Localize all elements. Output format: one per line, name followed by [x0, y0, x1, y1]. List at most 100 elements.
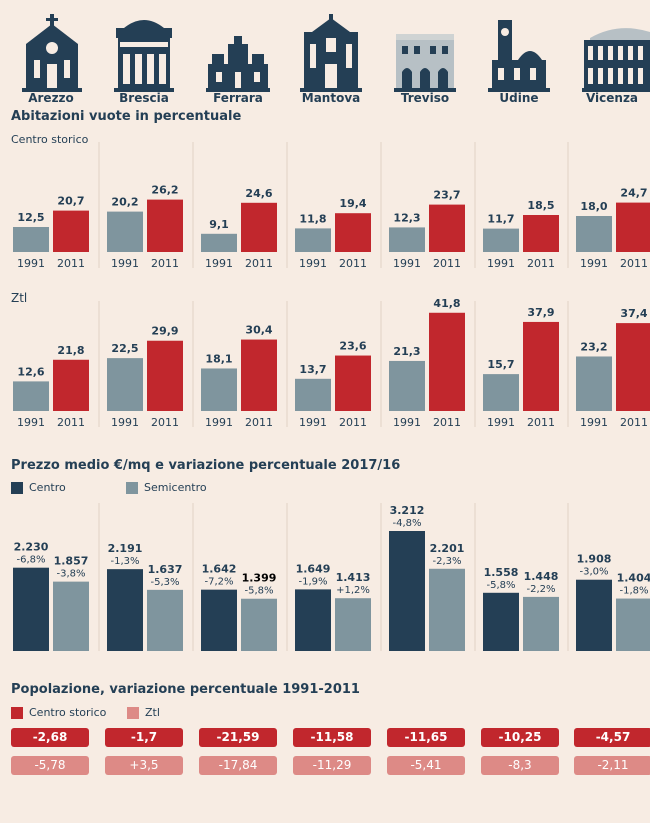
data-label: 1.413 [336, 571, 371, 584]
tick-label: 1991 [393, 416, 421, 429]
pill-ztl: -2,11 [574, 756, 650, 775]
data-label: 37,4 [620, 307, 647, 320]
bar-ztl-2011 [523, 321, 559, 411]
tick-label: 1991 [205, 416, 233, 429]
pill-centro-storico: -11,65 [387, 728, 465, 747]
pop-legend-ztl: Ztl [127, 706, 160, 719]
legend-label-ztl: Ztl [145, 706, 160, 719]
udine-icon [488, 20, 550, 92]
bar-price-semicentro [335, 598, 371, 651]
bar-centro-1991 [13, 227, 49, 252]
price-legend-centro: Centro [11, 481, 66, 494]
pct-label: -1,9% [298, 576, 327, 587]
data-label: 2.191 [108, 542, 143, 555]
city-name-udine: Udine [499, 91, 539, 105]
data-label: 21,8 [57, 344, 84, 357]
bar-price-centro [295, 589, 331, 651]
city-name-arezzo: Arezzo [28, 91, 74, 105]
legend-label-centro: Centro [29, 481, 66, 494]
data-label: 12,3 [393, 211, 420, 224]
data-label: 9,1 [209, 218, 229, 231]
bar-centro-1991 [201, 233, 237, 252]
data-label: 1.857 [54, 555, 89, 568]
data-label: 18,0 [580, 200, 607, 213]
data-label: 2.230 [14, 541, 49, 554]
tick-label: 1991 [111, 416, 139, 429]
legend-swatch-semicentro [126, 481, 138, 494]
bar-price-centro [389, 531, 425, 651]
price-legend-semicentro: Semicentro [126, 481, 207, 494]
data-label: 24,7 [620, 187, 647, 200]
mantova-icon [300, 14, 362, 92]
tick-label: 2011 [433, 257, 461, 270]
bar-ztl-1991 [107, 358, 143, 411]
legend-swatch-ztl [127, 706, 139, 719]
pill-centro-storico: -1,7 [105, 728, 183, 747]
tick-label: 2011 [527, 257, 555, 270]
bar-price-semicentro [523, 596, 559, 651]
bar-ztl-2011 [335, 355, 371, 411]
pct-label: -7,2% [204, 577, 233, 588]
data-label: 12,5 [17, 211, 44, 224]
tick-label: 2011 [245, 416, 273, 429]
data-label: 12,6 [17, 365, 44, 378]
data-label: 20,7 [57, 195, 84, 208]
pill-ztl: +3,5 [105, 756, 183, 775]
arezzo-icon [22, 14, 82, 92]
bar-price-centro [201, 589, 237, 651]
city-name-brescia: Brescia [119, 91, 169, 105]
pct-label: -4,8% [392, 518, 421, 529]
pct-label: -2,3% [432, 556, 461, 567]
centro-storico-label: Centro storico [11, 133, 89, 146]
tick-label: 1991 [393, 257, 421, 270]
data-label: 1.908 [577, 553, 612, 566]
bar-price-semicentro [429, 568, 465, 651]
bar-centro-1991 [107, 211, 143, 252]
bar-ztl-2011 [147, 340, 183, 411]
bar-centro-2011 [335, 213, 371, 252]
bar-ztl-2011 [53, 359, 89, 411]
data-label: 30,4 [245, 324, 272, 337]
data-label: 24,6 [245, 187, 272, 200]
bar-ztl-2011 [429, 312, 465, 411]
legend-swatch-centro [11, 481, 23, 494]
city-name-ferrara: Ferrara [213, 91, 263, 105]
pill-centro-storico: -2,68 [11, 728, 89, 747]
pct-label: -5,8% [486, 580, 515, 591]
bar-price-semicentro [616, 598, 650, 651]
data-label: 13,7 [299, 363, 326, 376]
pct-label: -5,8% [244, 586, 273, 597]
bar-centro-2011 [241, 202, 277, 252]
data-label: 1.558 [484, 566, 519, 579]
legend-label-centro-storico: Centro storico [29, 706, 107, 719]
ztl-label: Ztl [11, 291, 28, 305]
data-label: 23,2 [580, 340, 607, 353]
tick-label: 2011 [151, 416, 179, 429]
bar-centro-2011 [429, 204, 465, 252]
data-label: 1.399 [242, 572, 277, 585]
bar-centro-2011 [53, 210, 89, 252]
vacant-homes-chart: 12,5 1991 20,7 2011 20,2 1991 26,2 2011 9,1 1991 2… [13, 142, 650, 429]
tick-label: 2011 [339, 257, 367, 270]
bar-centro-2011 [147, 199, 183, 252]
pct-label: -6,8% [16, 555, 45, 566]
bar-centro-1991 [295, 228, 331, 252]
pct-label: -3,8% [56, 569, 85, 580]
bar-price-centro [483, 592, 519, 651]
treviso-icon [394, 34, 456, 92]
city-name-mantova: Mantova [301, 91, 361, 105]
tick-label: 2011 [527, 416, 555, 429]
bar-centro-2011 [616, 202, 650, 252]
tick-label: 2011 [57, 257, 85, 270]
city-name-vicenza: Vicenza [585, 91, 639, 105]
data-label: 1.637 [148, 563, 183, 576]
data-label: 23,6 [339, 340, 366, 353]
pill-ztl: -5,78 [11, 756, 89, 775]
bar-centro-1991 [483, 228, 519, 252]
tick-label: 2011 [433, 416, 461, 429]
pill-ztl: -8,3 [481, 756, 559, 775]
tick-label: 1991 [580, 257, 608, 270]
data-label: 21,3 [393, 345, 420, 358]
data-label: 1.642 [202, 563, 237, 576]
data-label: 1.649 [296, 562, 331, 575]
